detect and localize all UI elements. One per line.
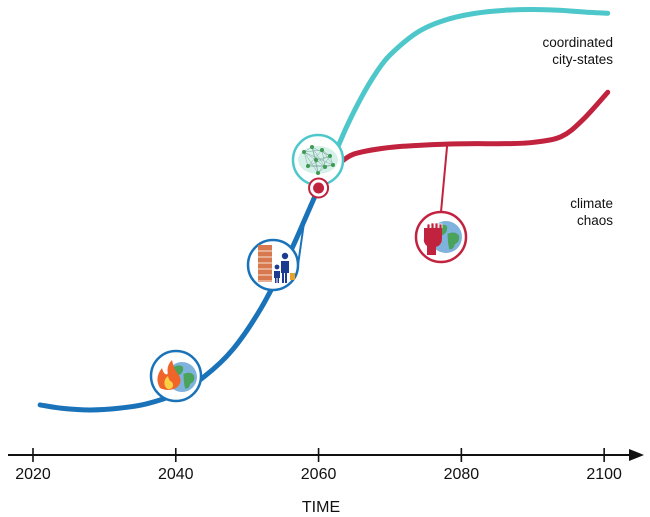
x-tick-label: 2040 (158, 466, 194, 483)
x-axis-title: TIME (302, 499, 340, 516)
milestone-icons (149, 133, 468, 403)
series-label-chaos: climate (570, 196, 613, 211)
wall-and-migrants-icon (246, 220, 306, 292)
series-lines (37, 6, 611, 413)
x-tick-label: 2020 (15, 466, 51, 483)
burning-globe-icon (149, 349, 203, 403)
series-label-cities: city-states (552, 52, 613, 67)
series-line-chaos (316, 89, 611, 191)
x-tick-label: 2060 (301, 466, 337, 483)
x-axis-ticks: 2020 2040 2060 2080 2100 (15, 448, 622, 483)
series-label-chaos: chaos (577, 213, 613, 228)
x-axis: 2020 2040 2060 2080 2100 (8, 448, 644, 483)
x-axis-arrow-icon (629, 449, 644, 461)
branch-point-marker (308, 177, 330, 199)
series-labels: coordinated city-states climate chaos (542, 35, 613, 228)
x-tick-label: 2100 (586, 466, 622, 483)
x-tick-label: 2080 (444, 466, 480, 483)
series-line-cities (316, 6, 611, 191)
raised-fist-globe-icon (414, 145, 468, 264)
series-label-cities: coordinated (542, 35, 613, 50)
